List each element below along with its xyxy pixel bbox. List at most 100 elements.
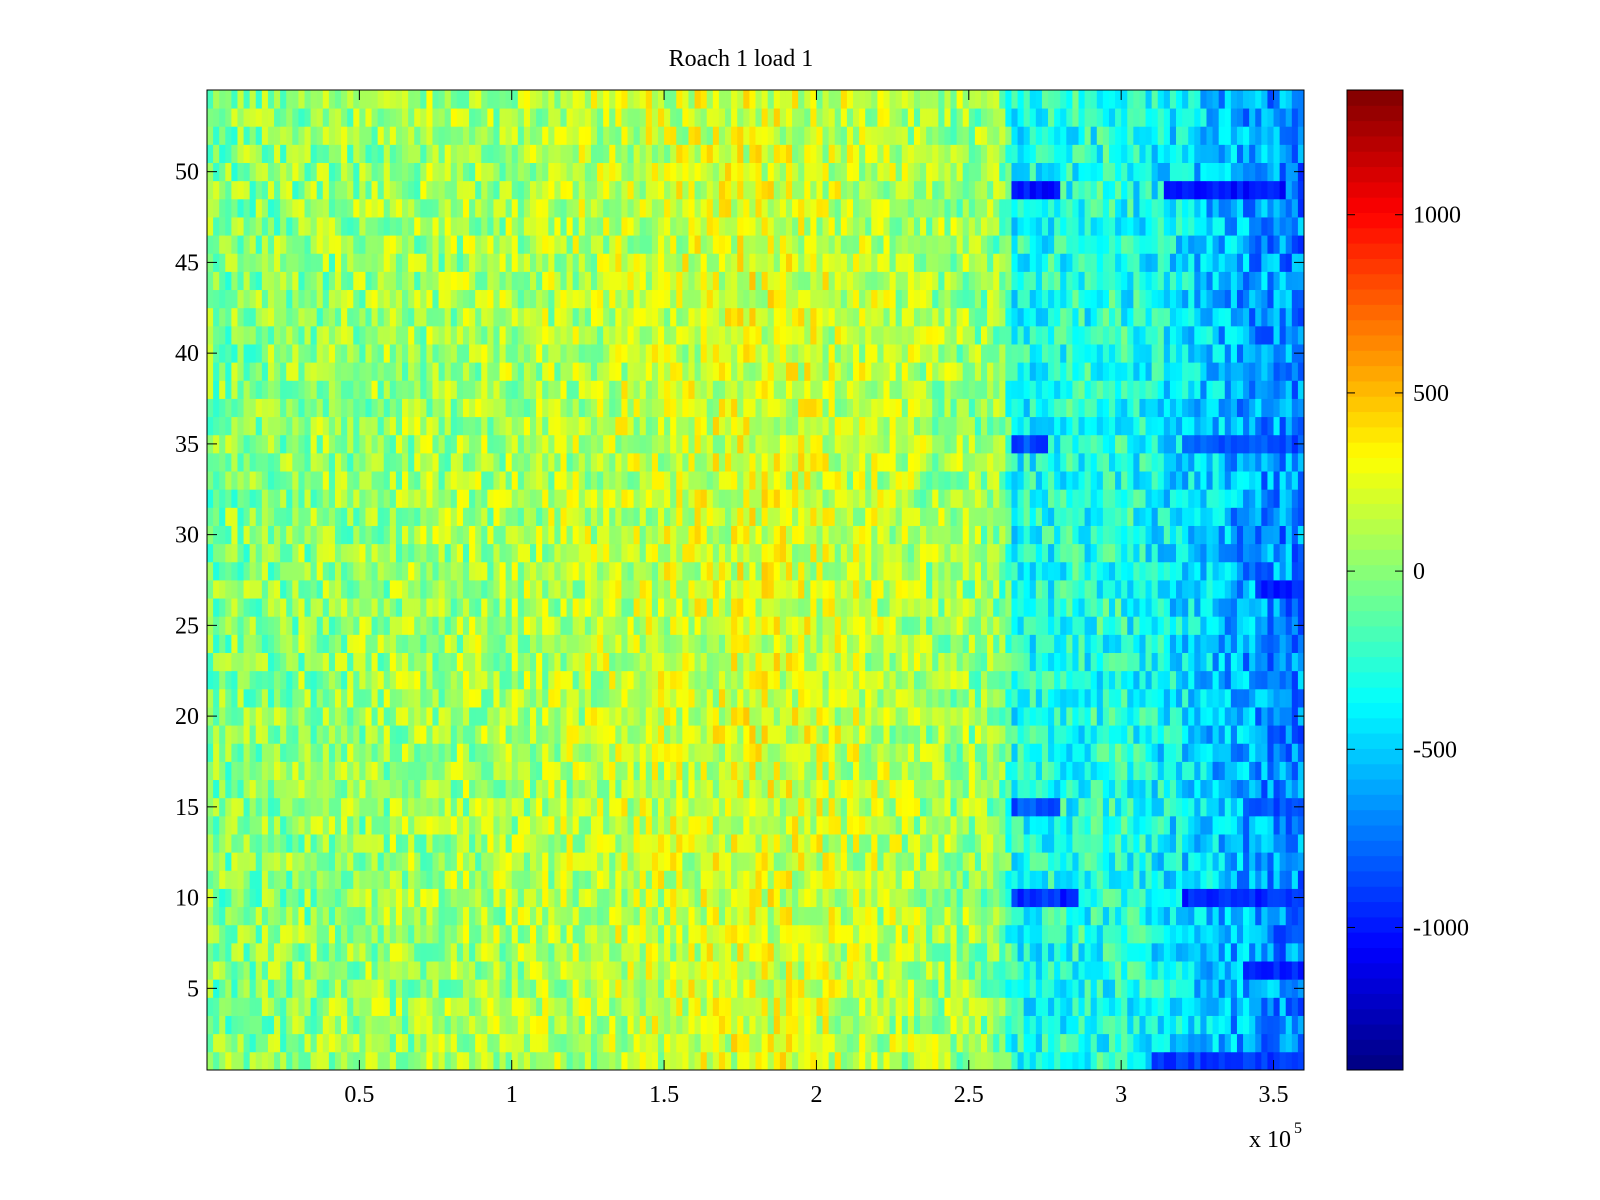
heatmap-cell xyxy=(907,888,915,908)
heatmap-cell xyxy=(584,979,592,998)
heatmap-cell xyxy=(383,652,391,672)
heatmap-cell xyxy=(1084,942,1092,962)
heatmap-cell xyxy=(1115,815,1122,835)
heatmap-cell xyxy=(572,997,580,1016)
heatmap-cell xyxy=(670,561,677,581)
heatmap-cell xyxy=(1255,979,1262,998)
heatmap-cell xyxy=(243,743,251,762)
heatmap-cell xyxy=(968,924,976,944)
heatmap-cell xyxy=(974,942,982,962)
heatmap-cell xyxy=(725,779,732,799)
heatmap-cell xyxy=(261,580,269,599)
heatmap-cell xyxy=(286,942,293,962)
heatmap-cell xyxy=(718,1015,726,1035)
heatmap-cell xyxy=(804,797,811,817)
heatmap-cell xyxy=(804,725,811,744)
heatmap-cell xyxy=(1145,834,1153,853)
heatmap-cell xyxy=(1224,616,1232,635)
heatmap-cell xyxy=(432,961,439,980)
heatmap-cell xyxy=(1273,670,1281,690)
heatmap-cell xyxy=(767,598,775,617)
heatmap-cell xyxy=(980,852,988,871)
heatmap-cell xyxy=(578,815,586,835)
heatmap-cell xyxy=(633,997,641,1016)
heatmap-cell xyxy=(785,616,793,635)
heatmap-cell xyxy=(432,888,439,908)
heatmap-cell xyxy=(645,997,653,1016)
heatmap-cell xyxy=(889,670,897,690)
heatmap-cell xyxy=(304,870,311,889)
heatmap-cell xyxy=(974,779,982,799)
heatmap-cell xyxy=(444,924,452,944)
heatmap-cell xyxy=(1194,634,1201,653)
heatmap-cell xyxy=(853,979,860,998)
heatmap-cell xyxy=(1127,634,1134,653)
heatmap-cell xyxy=(1017,634,1025,653)
heatmap-cell xyxy=(895,997,903,1016)
heatmap-cell xyxy=(913,598,921,617)
heatmap-cell xyxy=(1139,834,1146,853)
heatmap-cell xyxy=(1108,1015,1116,1035)
heatmap-cell xyxy=(402,652,409,672)
heatmap-cell xyxy=(700,761,708,781)
heatmap-cell xyxy=(749,870,756,889)
heatmap-cell xyxy=(718,634,726,653)
heatmap-cell xyxy=(1267,598,1274,617)
heatmap-cell xyxy=(322,797,330,817)
heatmap-cell xyxy=(1133,598,1140,617)
heatmap-cell xyxy=(670,670,677,690)
heatmap-cell xyxy=(249,797,257,817)
heatmap-cell xyxy=(371,1051,379,1071)
heatmap-cell xyxy=(389,779,397,799)
heatmap-cell xyxy=(901,1015,909,1035)
heatmap-cell xyxy=(785,797,793,817)
heatmap-cell xyxy=(609,688,616,708)
heatmap-cell xyxy=(450,979,458,998)
heatmap-cell xyxy=(304,761,311,781)
heatmap-cell xyxy=(773,670,781,690)
heatmap-cell xyxy=(1157,888,1165,908)
heatmap-cell xyxy=(1279,670,1287,690)
heatmap-cell xyxy=(1054,670,1061,690)
heatmap-cell xyxy=(1060,580,1067,599)
heatmap-cell xyxy=(1072,616,1079,635)
heatmap-cell xyxy=(664,561,671,581)
heatmap-cell xyxy=(1212,870,1220,889)
heatmap-cell xyxy=(1249,1051,1256,1071)
heatmap-cell xyxy=(219,924,226,944)
heatmap-cell xyxy=(1060,1051,1067,1071)
heatmap-cell xyxy=(1285,1051,1293,1071)
heatmap-cell xyxy=(444,997,452,1016)
heatmap-cell xyxy=(597,652,604,672)
heatmap-cell xyxy=(773,561,781,581)
heatmap-cell xyxy=(481,652,488,672)
heatmap-cell xyxy=(402,670,409,690)
heatmap-cell xyxy=(1157,743,1165,762)
heatmap-cell xyxy=(950,652,958,672)
heatmap-cell xyxy=(1048,888,1055,908)
heatmap-cell xyxy=(1224,924,1232,944)
heatmap-cell xyxy=(1267,852,1274,871)
heatmap-cell xyxy=(1291,906,1299,926)
heatmap-cell xyxy=(615,1051,622,1071)
heatmap-cell xyxy=(731,924,738,944)
heatmap-cell xyxy=(1188,961,1195,980)
heatmap-cell xyxy=(706,997,714,1016)
heatmap-cell xyxy=(1151,797,1159,817)
heatmap-cell xyxy=(499,924,507,944)
heatmap-cell xyxy=(444,1051,452,1071)
heatmap-cell xyxy=(1230,725,1238,744)
heatmap-cell xyxy=(962,1033,970,1053)
heatmap-cell xyxy=(1078,1033,1085,1053)
heatmap-cell xyxy=(804,670,811,690)
heatmap-cell xyxy=(883,852,890,871)
heatmap-cell xyxy=(920,1033,927,1053)
heatmap-cell xyxy=(304,961,311,980)
heatmap-cell xyxy=(926,725,933,744)
heatmap-cell xyxy=(249,598,257,617)
heatmap-cell xyxy=(530,688,537,708)
heatmap-cell xyxy=(280,979,287,998)
heatmap-cell xyxy=(846,834,854,853)
heatmap-cell xyxy=(907,779,915,799)
heatmap-cell xyxy=(1182,725,1189,744)
